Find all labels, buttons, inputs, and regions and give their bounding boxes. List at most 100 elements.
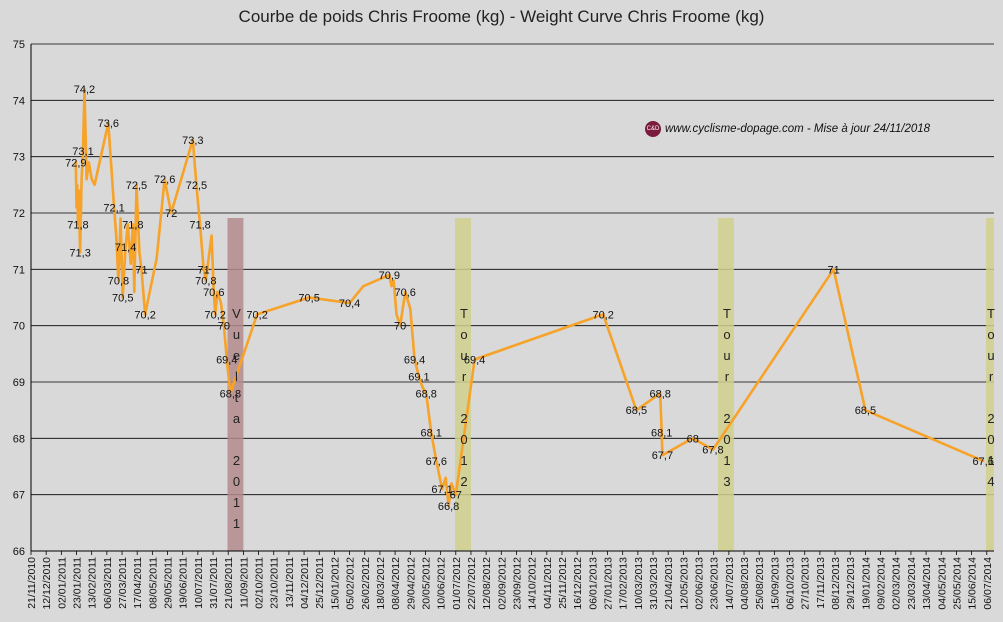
x-tick-60: 04/05/2014 bbox=[936, 557, 948, 610]
x-tick-20: 15/01/2012 bbox=[329, 557, 341, 610]
data-label-53: 70 bbox=[394, 321, 406, 333]
event-label-0-0: V bbox=[232, 306, 241, 321]
x-tick-3: 23/01/2011 bbox=[72, 557, 84, 609]
event-label-0-1: u bbox=[233, 327, 240, 342]
x-tick-31: 02/09/2012 bbox=[496, 557, 508, 610]
event-label-0-10: 1 bbox=[233, 516, 240, 531]
event-label-3-1: o bbox=[987, 327, 994, 342]
x-tick-52: 17/11/2013 bbox=[815, 557, 827, 609]
x-tick-42: 21/04/2013 bbox=[663, 557, 675, 610]
x-tick-15: 02/10/2011 bbox=[254, 557, 266, 609]
x-tick-51: 27/10/2013 bbox=[800, 557, 812, 610]
data-label-70: 68,8 bbox=[650, 388, 671, 400]
event-label-1-8: 2 bbox=[460, 474, 467, 489]
data-label-62: 67,1 bbox=[431, 484, 452, 496]
x-tick-40: 10/03/2013 bbox=[633, 557, 645, 610]
x-tick-21: 05/02/2012 bbox=[345, 557, 357, 610]
event-label-2-0: T bbox=[723, 306, 731, 321]
x-tick-39: 17/02/2013 bbox=[618, 557, 630, 610]
data-label-72: 67,7 bbox=[652, 450, 673, 462]
watermark-text: www.cyclisme-dopage.com - Mise à jour 24… bbox=[665, 123, 931, 136]
data-label-24: 72,5 bbox=[126, 180, 147, 192]
data-label-30: 72 bbox=[165, 208, 177, 220]
event-label-2-5: 2 bbox=[723, 411, 730, 426]
y-tick-74: 74 bbox=[13, 95, 25, 107]
x-tick-34: 04/11/2012 bbox=[542, 557, 554, 609]
data-label-49: 70,9 bbox=[379, 270, 400, 282]
x-tick-38: 27/01/2013 bbox=[602, 557, 614, 610]
event-label-0-8: 0 bbox=[233, 474, 240, 489]
event-label-1-1: o bbox=[460, 327, 467, 342]
x-tick-6: 27/03/2011 bbox=[117, 557, 129, 609]
x-tick-28: 01/07/2012 bbox=[451, 557, 463, 610]
x-tick-47: 04/08/2013 bbox=[739, 557, 751, 610]
x-tick-33: 14/10/2012 bbox=[527, 557, 539, 610]
event-label-1-5: 2 bbox=[460, 411, 467, 426]
x-tick-56: 09/02/2014 bbox=[876, 557, 888, 610]
data-label-57: 69,1 bbox=[408, 371, 429, 383]
y-tick-70: 70 bbox=[13, 321, 25, 333]
event-label-3-0: T bbox=[987, 306, 995, 321]
data-label-43: 69,4 bbox=[216, 354, 237, 366]
x-tick-12: 31/07/2011 bbox=[208, 557, 220, 609]
event-label-0-5: a bbox=[233, 411, 241, 426]
x-tick-37: 06/01/2013 bbox=[587, 557, 599, 610]
data-label-59: 68,8 bbox=[415, 388, 436, 400]
x-tick-25: 29/04/2012 bbox=[405, 557, 417, 610]
x-tick-19: 25/12/2011 bbox=[314, 557, 326, 609]
series-line-froome bbox=[74, 87, 985, 508]
data-label-14: 72,1 bbox=[103, 202, 124, 214]
x-tick-11: 10/07/2011 bbox=[193, 557, 205, 609]
x-tick-27: 10/06/2012 bbox=[436, 557, 448, 610]
data-label-35: 70,8 bbox=[195, 276, 216, 288]
x-tick-46: 14/07/2013 bbox=[724, 557, 736, 610]
event-band-0 bbox=[227, 218, 244, 551]
event-label-2-6: 0 bbox=[723, 432, 730, 447]
data-label-47: 70,4 bbox=[339, 298, 360, 310]
data-label-56: 69,4 bbox=[404, 354, 425, 366]
x-tick-54: 29/12/2013 bbox=[845, 557, 857, 610]
data-label-74: 67,8 bbox=[702, 445, 723, 457]
event-band-3 bbox=[986, 218, 994, 551]
data-label-26: 71 bbox=[135, 264, 147, 276]
x-tick-59: 13/04/2014 bbox=[921, 557, 933, 610]
data-label-27: 70,2 bbox=[134, 309, 155, 321]
x-tick-14: 11/09/2011 bbox=[238, 557, 250, 608]
event-label-3-2: u bbox=[987, 348, 994, 363]
x-tick-62: 15/06/2014 bbox=[967, 557, 979, 610]
data-label-33: 71,8 bbox=[189, 219, 210, 231]
y-tick-67: 67 bbox=[13, 490, 25, 502]
data-label-19: 71,4 bbox=[115, 242, 136, 254]
x-tick-49: 15/09/2013 bbox=[769, 557, 781, 610]
data-label-8: 74,2 bbox=[74, 84, 95, 96]
y-tick-66: 66 bbox=[13, 546, 25, 558]
data-label-13: 73,6 bbox=[98, 118, 119, 130]
x-tick-2: 02/01/2011 bbox=[56, 557, 68, 609]
cyclisme-dopage-logo-icon: C&D bbox=[645, 121, 661, 137]
event-label-2-3: r bbox=[725, 369, 730, 384]
gridlines bbox=[31, 43, 994, 496]
x-tick-55: 19/01/2014 bbox=[860, 557, 872, 610]
data-label-71: 68,1 bbox=[651, 428, 672, 440]
event-label-2-8: 3 bbox=[723, 474, 730, 489]
data-label-5: 71,3 bbox=[69, 247, 90, 259]
x-tick-29: 22/07/2012 bbox=[466, 557, 478, 610]
data-label-68: 70,2 bbox=[592, 309, 613, 321]
data-label-16: 70,8 bbox=[108, 276, 129, 288]
event-label-2-7: 1 bbox=[723, 453, 730, 468]
event-label-0-3: l bbox=[235, 369, 238, 384]
y-tick-71: 71 bbox=[13, 264, 25, 276]
watermark: C&D www.cyclisme-dopage.com - Mise à jour… bbox=[645, 121, 930, 137]
data-label-32: 72,5 bbox=[186, 180, 207, 192]
event-label-0-7: 2 bbox=[233, 453, 240, 468]
axes bbox=[30, 44, 994, 555]
x-tick-9: 29/05/2011 bbox=[163, 557, 175, 609]
event-label-1-7: 1 bbox=[460, 453, 467, 468]
x-tick-57: 02/03/2014 bbox=[891, 557, 903, 610]
x-tick-61: 25/05/2014 bbox=[951, 557, 963, 610]
x-tick-36: 16/12/2012 bbox=[572, 557, 584, 610]
data-label-34: 71 bbox=[198, 264, 210, 276]
series-line bbox=[74, 87, 985, 508]
x-tick-23: 18/03/2012 bbox=[375, 557, 387, 610]
event-label-0-4: t bbox=[235, 390, 239, 405]
